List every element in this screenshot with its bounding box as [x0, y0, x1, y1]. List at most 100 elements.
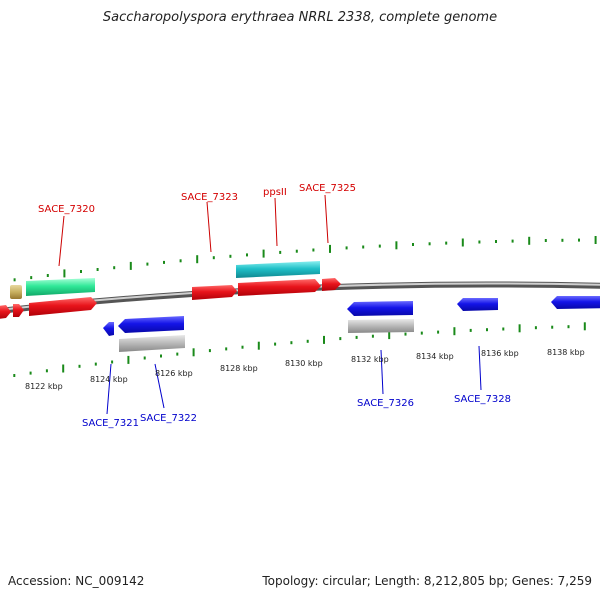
forward-tick-mark [295, 249, 298, 253]
tick-label: 8138 kbp [547, 348, 585, 357]
gene-sace-7321[interactable] [103, 322, 114, 336]
reverse-tick-mark [437, 330, 440, 334]
reverse-tick-mark [127, 355, 130, 364]
misc-feature-tan[interactable] [10, 285, 22, 299]
forward-tick-mark [229, 254, 232, 258]
forward-tick-mark [478, 240, 481, 244]
forward-tick-mark [30, 276, 33, 280]
forward-tick-mark [163, 260, 165, 264]
reverse-tick-mark [160, 354, 162, 358]
gene-sace-7322[interactable] [118, 316, 184, 333]
gene-label-sace-7322[interactable]: SACE_7322 [140, 413, 197, 424]
reverse-tick-mark [534, 326, 537, 330]
tick-label: 8132 kbp [351, 355, 389, 364]
forward-tick-mark [329, 244, 331, 253]
reverse-tick-mark [62, 364, 65, 373]
gene-sace-7328[interactable] [457, 298, 498, 311]
gene-ppsii-rna[interactable] [236, 261, 320, 278]
forward-tick-mark [113, 266, 116, 270]
reverse-tick-mark [339, 337, 342, 341]
reverse-tick-mark [45, 369, 48, 373]
reverse-tick-mark [306, 339, 309, 343]
gene-label-sace-7323[interactable]: SACE_7323 [181, 192, 238, 203]
forward-tick-mark [445, 241, 448, 245]
leader-line [206, 201, 212, 253]
gene-label-sace-7320[interactable]: SACE_7320 [38, 204, 95, 215]
gene-ppsii[interactable] [238, 279, 321, 296]
reverse-tick-mark [290, 341, 293, 345]
gene-label-sace-7321[interactable]: SACE_7321 [82, 418, 139, 429]
gene-sace-7323[interactable] [192, 285, 237, 300]
forward-tick-mark [13, 278, 16, 282]
reverse-tick-mark [208, 349, 211, 353]
leader-line [380, 349, 384, 395]
forward-gene-labels: SACE_7320 SACE_7323 ppsII SACE_7325 [38, 183, 356, 267]
gene-blue-right-edge[interactable] [551, 296, 600, 309]
leader-line [154, 363, 165, 409]
reverse-tick-mark [518, 324, 521, 333]
gene-sace-7326-pseudo[interactable] [348, 319, 414, 333]
forward-tick-mark [312, 248, 315, 252]
tick-label: 8124 kbp [90, 375, 128, 384]
forward-tick-ring [13, 236, 597, 282]
gene-sace-7326[interactable] [347, 301, 413, 316]
tick-label: 8130 kbp [285, 359, 323, 368]
reverse-tick-mark [420, 331, 423, 335]
reverse-tick-mark [241, 345, 244, 349]
forward-tick-mark [262, 249, 265, 258]
gene-sace-7320-rna[interactable] [26, 278, 95, 296]
forward-tick-mark [146, 262, 149, 266]
tick-label: 8136 kbp [481, 349, 519, 358]
reverse-tick-mark [274, 342, 277, 346]
gene-red-arrow-left-1[interactable] [0, 305, 11, 319]
gene-sace-7322-pseudo[interactable] [119, 335, 185, 352]
reverse-tick-mark [176, 352, 179, 356]
gene-label-sace-7328[interactable]: SACE_7328 [454, 394, 511, 405]
leader-line [478, 345, 482, 391]
forward-tick-mark [412, 243, 414, 246]
forward-tick-mark [80, 270, 82, 273]
forward-tick-mark [63, 269, 66, 278]
tick-label: 8122 kbp [25, 382, 63, 391]
forward-tick-mark [179, 259, 182, 263]
reverse-features [103, 296, 600, 352]
forward-tick-mark [561, 238, 564, 242]
gene-red-arrow-3[interactable] [29, 297, 97, 316]
forward-tick-mark [362, 245, 365, 249]
reverse-tick-mark [111, 360, 114, 364]
forward-tick-mark [96, 268, 99, 271]
reverse-tick-mark [94, 362, 97, 366]
reverse-tick-ring [13, 322, 586, 377]
forward-tick-mark [495, 240, 497, 243]
gene-label-sace-7325[interactable]: SACE_7325 [299, 183, 356, 194]
forward-tick-mark [378, 244, 381, 248]
leader-line [58, 215, 65, 267]
reverse-tick-mark [225, 347, 228, 351]
reverse-tick-mark [567, 325, 570, 329]
reverse-tick-mark [78, 364, 81, 368]
forward-tick-mark [511, 239, 514, 243]
forward-tick-mark [46, 274, 49, 277]
reverse-tick-mark [469, 328, 472, 332]
position-tick-labels: 8122 kbp 8124 kbp 8126 kbp 8128 kbp 8130… [25, 348, 585, 391]
forward-tick-mark [279, 250, 282, 254]
reverse-tick-mark [29, 371, 32, 375]
reverse-tick-mark [453, 327, 456, 336]
gene-red-arrow-left-2[interactable] [13, 304, 24, 317]
gene-label-sace-7326[interactable]: SACE_7326 [357, 398, 414, 409]
reverse-tick-mark [371, 334, 374, 338]
forward-tick-mark [428, 242, 431, 246]
reverse-tick-mark [257, 341, 260, 350]
gene-label-ppsii[interactable]: ppsII [263, 187, 287, 198]
topology-summary: Topology: circular; Length: 8,212,805 bp… [262, 574, 592, 588]
forward-tick-mark [345, 246, 348, 250]
leader-line [274, 197, 278, 247]
forward-tick-mark [461, 238, 464, 247]
reverse-tick-mark [323, 335, 325, 344]
reverse-tick-mark [486, 328, 488, 332]
forward-tick-mark [578, 238, 580, 242]
reverse-tick-mark [192, 348, 195, 357]
forward-tick-mark [395, 241, 398, 250]
gene-sace-7325[interactable] [322, 278, 341, 291]
